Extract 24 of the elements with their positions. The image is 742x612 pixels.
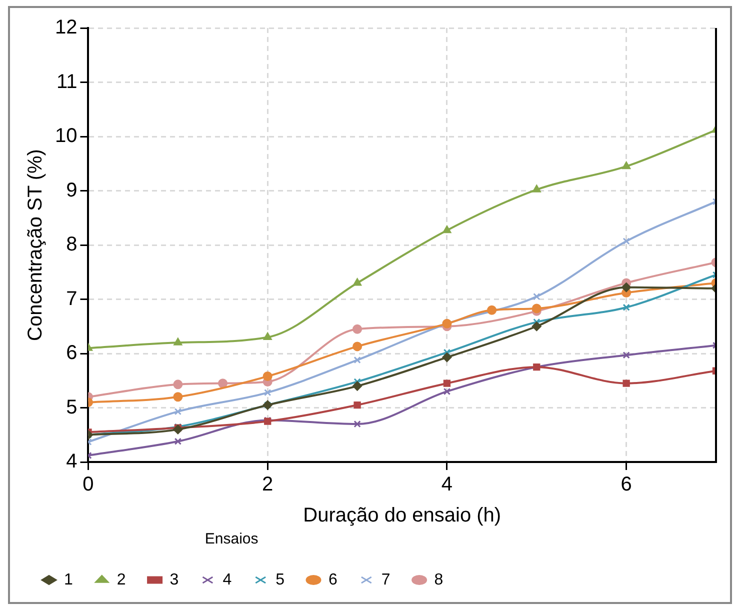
y-tick-label: 5: [66, 396, 78, 418]
y-tick-label: 12: [54, 16, 78, 39]
y-tick-label: 11: [56, 70, 78, 93]
legend-label: 5: [276, 571, 285, 588]
legend-label: 7: [381, 571, 390, 588]
y-tick-label: 4: [66, 450, 78, 473]
y-tick-label: 10: [54, 125, 78, 148]
x-axis-title: Duração do ensaio (h): [303, 504, 502, 527]
y-tick-label: 6: [66, 342, 78, 364]
y-tick-label: 9: [66, 179, 78, 202]
legend-label: 8: [434, 571, 444, 588]
x-tick-label: 2: [262, 474, 274, 496]
legend-title: Ensaios: [204, 530, 258, 548]
legend-label: 3: [170, 571, 179, 588]
y-axis-title: Concentração ST (%): [24, 149, 47, 341]
legend-label: 4: [222, 571, 232, 588]
x-tick-label: 0: [82, 474, 94, 496]
x-tick-label: 4: [441, 474, 453, 496]
legend-label: 2: [116, 571, 126, 588]
x-tick-label: 6: [620, 474, 632, 496]
y-tick-label: 8: [66, 234, 78, 256]
legend-label: 1: [64, 571, 73, 588]
y-tick-label: 7: [66, 288, 78, 310]
legend-label: 6: [328, 571, 338, 588]
